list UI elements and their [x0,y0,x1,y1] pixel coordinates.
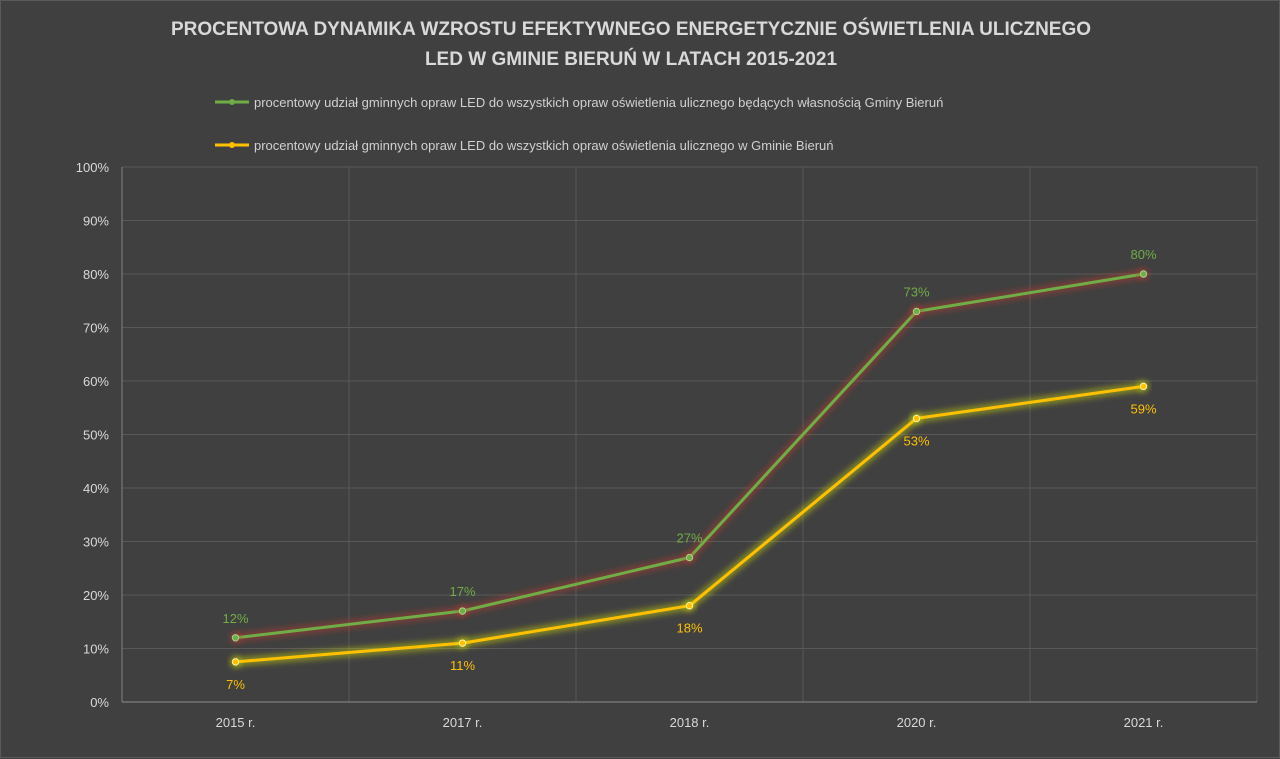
series-1-data-label: 27% [676,531,702,546]
series-2-data-label: 59% [1130,401,1156,416]
legend-marker-series-2 [229,142,235,148]
series-1-data-label: 12% [222,611,248,626]
series-1-point [231,634,240,642]
series-1-point [912,307,921,316]
y-tick-label: 60% [83,374,109,389]
y-tick-label: 70% [83,321,109,336]
legend-label-series-1: procentowy udział gminnych opraw LED do … [254,95,943,110]
series-2-data-label: 11% [450,658,475,673]
series-1-data-label: 80% [1130,247,1156,262]
series-2-data-label: 7% [226,677,245,692]
legend: procentowy udział gminnych opraw LED do … [215,95,943,153]
series-2-data-label: 18% [676,621,702,636]
x-tick-label: 2015 r. [216,715,256,730]
y-tick-label: 20% [83,588,109,603]
series-2-point [912,414,921,423]
series-2-point [685,602,694,610]
y-tick-label: 0% [90,695,109,710]
series-1-data-label: 73% [903,284,929,299]
y-tick-label: 40% [83,481,109,496]
x-tick-label: 2018 r. [670,715,710,730]
x-tick-label: 2020 r. [897,715,937,730]
y-tick-label: 100% [76,160,110,175]
series-1-data-label: 17% [449,584,475,599]
y-tick-label: 80% [83,267,109,282]
y-tick-label: 30% [83,535,109,550]
legend-item-series-1: procentowy udział gminnych opraw LED do … [215,95,943,110]
chart-title-line-1: PROCENTOWA DYNAMIKA WZROSTU EFEKTYWNEGO … [171,18,1091,40]
legend-marker-series-1 [229,99,235,105]
series-2-point [1139,382,1148,391]
x-tick-label: 2021 r. [1124,715,1164,730]
x-tick-label: 2017 r. [443,715,483,730]
legend-label-series-2: procentowy udział gminnych opraw LED do … [254,138,834,153]
series-1-line [235,272,1144,640]
series-2-point [458,639,467,647]
series-1-glow [234,269,1145,643]
series-2-point [231,658,240,666]
chart-title-line-2: LED W GMINIE BIERUŃ W LATACH 2015-2021 [425,48,838,70]
y-tick-label: 50% [83,428,109,443]
y-tick-label: 10% [83,642,109,657]
series [229,268,1150,668]
series-2-data-label: 53% [903,433,929,448]
y-tick-label: 90% [83,214,109,229]
series-2 [229,380,1150,668]
legend-item-series-2: procentowy udział gminnych opraw LED do … [215,138,834,153]
series-1-point [685,553,694,562]
series-1-point [458,607,467,615]
series-1-point [1139,270,1148,278]
grid [122,166,1258,702]
axes: 0% 10% 20% 30% 40% 50% 60% 70% 80% 90% 100% 2015 r.… [76,160,1257,730]
data-labels: 12% 17% 27% 73% 80% 7% 11% 18% 53% 59% [222,247,1156,692]
series-1 [229,268,1150,644]
